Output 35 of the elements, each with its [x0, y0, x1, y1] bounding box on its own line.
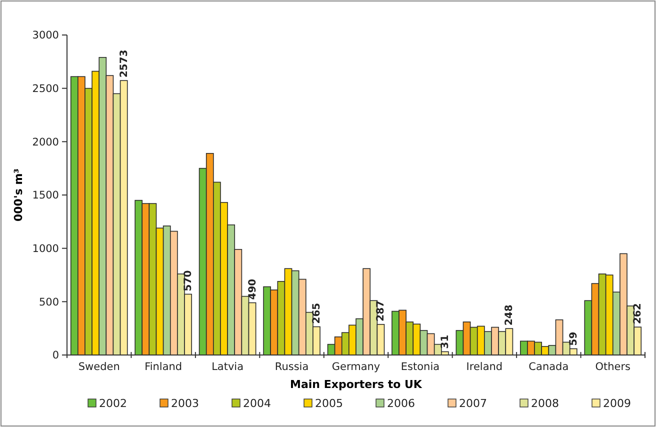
x-tick-label: Germany: [332, 361, 380, 373]
data-label: 59: [568, 332, 580, 346]
legend-label: 2009: [603, 397, 631, 410]
data-label: 31: [440, 334, 451, 349]
x-tick-label: Others: [595, 361, 631, 373]
legend-label: 2005: [315, 397, 343, 410]
y-tick-label: 2000: [32, 136, 59, 148]
x-tick-label: Ireland: [466, 361, 503, 373]
x-tick-label: Finland: [144, 361, 182, 373]
legend-label: 2003: [171, 397, 199, 410]
y-tick-label: 3000: [32, 30, 59, 42]
legend-label: 2008: [531, 397, 559, 410]
x-tick-label: Latvia: [212, 361, 244, 373]
data-label: 287: [376, 300, 387, 322]
legend-label: 2007: [459, 397, 487, 410]
data-label: 570: [183, 270, 194, 292]
y-tick-label: 500: [38, 296, 59, 308]
x-tick-label: Estonia: [400, 361, 440, 373]
data-label: 262: [632, 303, 644, 324]
y-tick-label: 1000: [32, 243, 59, 256]
data-label: 265: [312, 302, 323, 324]
legend-label: 2004: [243, 397, 271, 410]
y-axis-title: 000's m³: [12, 168, 25, 222]
data-label: 2573: [118, 50, 130, 78]
x-tick-label: Sweden: [78, 361, 120, 373]
legend-label: 2006: [387, 397, 415, 410]
x-tick-label: Canada: [528, 361, 569, 373]
y-tick-label: 1500: [32, 190, 59, 202]
y-tick-label: 2500: [32, 83, 59, 96]
x-tick-label: Russia: [274, 361, 309, 373]
data-label: 490: [247, 278, 258, 300]
data-label: 248: [504, 304, 516, 326]
x-axis-title: Main Exporters to UK: [290, 378, 422, 391]
y-tick-label: 0: [52, 350, 59, 362]
legend-label: 2002: [99, 397, 127, 410]
